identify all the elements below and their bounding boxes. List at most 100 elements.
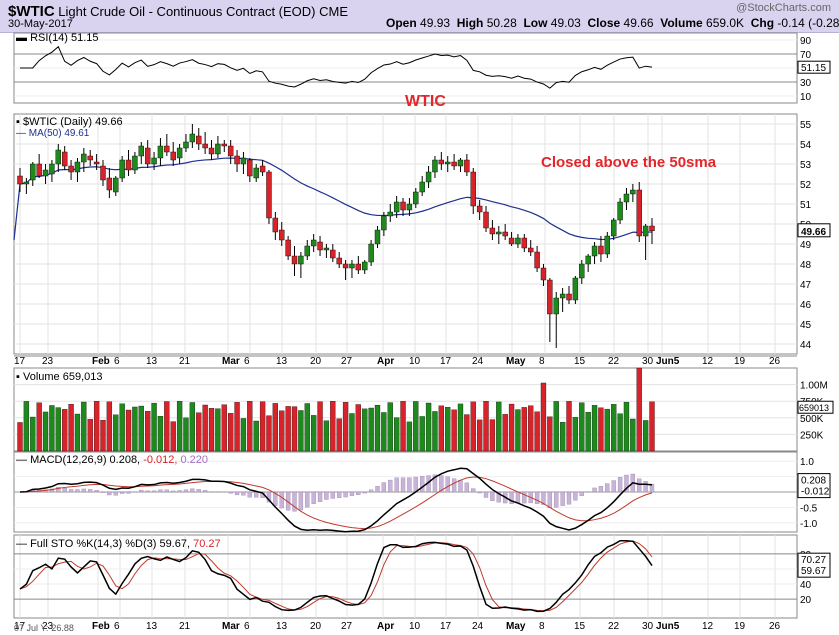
candle-body bbox=[330, 249, 336, 259]
high-value: 50.28 bbox=[486, 16, 517, 30]
volume-value-text: 659013 bbox=[799, 403, 829, 413]
macd-histogram-bar bbox=[139, 489, 144, 493]
candle-body bbox=[457, 159, 464, 167]
candle-body bbox=[151, 157, 157, 165]
x-tick-label: 20 bbox=[310, 356, 322, 367]
macd-histogram-bar bbox=[522, 491, 527, 504]
x-tick-label: 15 bbox=[574, 621, 586, 632]
volume-bar bbox=[176, 401, 183, 452]
volume-bar bbox=[164, 401, 170, 452]
candle-body bbox=[413, 191, 419, 205]
macd-histogram-bar bbox=[317, 491, 323, 502]
macd-histogram-bar bbox=[490, 491, 495, 501]
candle-body bbox=[342, 263, 349, 269]
volume-bar bbox=[311, 415, 317, 452]
y-tick-label: 54 bbox=[800, 140, 812, 151]
candle-body bbox=[604, 235, 611, 255]
volume-bar bbox=[508, 403, 515, 452]
volume-bar bbox=[81, 401, 87, 452]
x-tick-label: 17 bbox=[440, 621, 452, 632]
macd-histogram-bar bbox=[617, 477, 623, 493]
volume-bar bbox=[566, 401, 572, 452]
candle-body bbox=[132, 155, 138, 171]
candle-body bbox=[636, 189, 642, 237]
y-tick-label: 20 bbox=[800, 595, 812, 606]
high-label: High bbox=[456, 16, 484, 30]
volume-bar bbox=[419, 416, 425, 452]
macd-histogram-bar bbox=[254, 491, 259, 498]
open-value: 49.93 bbox=[420, 16, 451, 30]
candle-body bbox=[521, 237, 528, 249]
x-tick-label: 30 bbox=[642, 356, 654, 367]
candle-body bbox=[183, 141, 189, 149]
volume-bar bbox=[355, 404, 361, 452]
candle-body bbox=[445, 161, 451, 165]
macd-histogram-bar bbox=[592, 487, 597, 493]
x-tick-label: 22 bbox=[608, 356, 620, 367]
y-tick-label: -1.0 bbox=[800, 519, 818, 530]
x-tick-label: 12 bbox=[702, 621, 714, 632]
x-tick-label: 30 bbox=[642, 621, 654, 632]
macd-histogram-bar bbox=[534, 491, 540, 504]
x-tick-label: 12 bbox=[702, 356, 714, 367]
x-tick-label: 24 bbox=[472, 621, 484, 632]
sto-k-line bbox=[19, 539, 653, 613]
x-tick-label: 13 bbox=[276, 356, 288, 367]
macd-histogram-bar bbox=[381, 482, 387, 493]
macd-histogram-bar bbox=[234, 491, 240, 496]
macd-histogram-bar bbox=[164, 489, 169, 493]
volume-bar bbox=[445, 407, 451, 452]
annotation-note: Closed above the 50sma bbox=[541, 154, 717, 171]
macd-histogram-bar bbox=[573, 491, 578, 501]
volume-bar bbox=[234, 402, 240, 452]
volume-bar bbox=[291, 406, 298, 452]
x-tick-label: 17 bbox=[14, 621, 26, 632]
macd-histogram-bar bbox=[541, 491, 546, 505]
candle-body bbox=[113, 177, 119, 193]
volume-bar bbox=[298, 410, 304, 452]
x-tick-label: Mar bbox=[222, 356, 240, 367]
candle-body bbox=[617, 201, 623, 221]
volume-bar bbox=[323, 420, 330, 452]
y-tick-label: 48 bbox=[800, 260, 812, 271]
candle-body bbox=[547, 279, 553, 315]
macd-histogram-bar bbox=[605, 483, 610, 493]
x-tick-label: 23 bbox=[42, 621, 54, 632]
candle-body bbox=[502, 231, 508, 237]
y-tick-label: 500K bbox=[800, 414, 824, 425]
x-tick-label: 19 bbox=[734, 356, 746, 367]
volume-bar bbox=[393, 417, 400, 452]
candle-body bbox=[508, 237, 515, 245]
volume-bar bbox=[579, 402, 585, 452]
candle-body bbox=[349, 263, 355, 269]
x-tick-label: May bbox=[506, 621, 526, 632]
macd-histogram-bar bbox=[566, 491, 572, 505]
volume-bar bbox=[630, 418, 636, 452]
x-tick-label: 6 bbox=[244, 621, 250, 632]
y-tick-label: 53 bbox=[800, 160, 812, 171]
volume-bar bbox=[406, 421, 413, 452]
volume-bar bbox=[259, 401, 266, 452]
macd-histogram-bar bbox=[445, 476, 450, 493]
volume-bar bbox=[611, 404, 617, 452]
volume-bar bbox=[559, 422, 566, 452]
volume-bar bbox=[534, 411, 540, 452]
macd-histogram-bar bbox=[483, 491, 489, 498]
macd-histogram-bar bbox=[407, 477, 412, 493]
candle-body bbox=[419, 181, 425, 193]
volume-bar bbox=[585, 412, 591, 452]
macd-histogram-bar bbox=[515, 491, 521, 504]
volume-bar bbox=[528, 405, 534, 452]
candle-body bbox=[119, 159, 125, 179]
candle-body bbox=[100, 165, 106, 181]
candle-body bbox=[572, 277, 579, 301]
volume-bar bbox=[374, 404, 381, 452]
macd-histogram-bar bbox=[56, 487, 61, 493]
volume-bar bbox=[457, 403, 464, 452]
macd-histogram-bar bbox=[362, 491, 367, 494]
y-tick-label: 30 bbox=[800, 78, 812, 89]
volume-bar bbox=[68, 404, 74, 452]
x-tick-label: 21 bbox=[179, 621, 191, 632]
candle-body bbox=[87, 155, 93, 161]
candle-body bbox=[470, 171, 476, 207]
